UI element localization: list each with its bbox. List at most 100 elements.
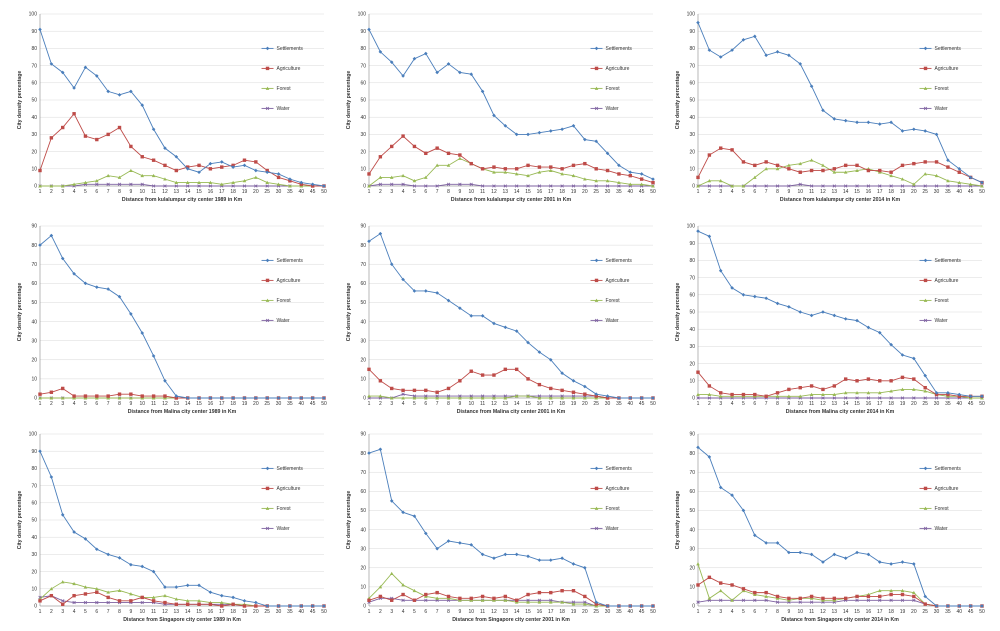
data-point	[980, 394, 984, 399]
data-point	[174, 396, 179, 400]
data-point	[605, 168, 610, 173]
data-point	[594, 466, 599, 471]
data-point	[174, 597, 179, 601]
data-point	[61, 125, 65, 130]
data-point	[469, 543, 474, 547]
x-axis-title: Distance from Singapore city center 2014…	[781, 617, 899, 623]
data-point	[889, 379, 893, 383]
data-point	[265, 106, 270, 111]
data-point	[594, 258, 599, 263]
x-axis-title: Distance from Malina city center 2001 in…	[457, 409, 566, 415]
data-point	[651, 184, 655, 188]
data-point	[458, 379, 462, 383]
data-point	[617, 172, 621, 176]
data-point	[61, 386, 65, 391]
series-agriculture	[367, 134, 655, 185]
data-point	[129, 592, 133, 596]
data-point	[151, 599, 156, 603]
data-point	[151, 158, 156, 162]
data-point	[866, 325, 871, 330]
data-point	[900, 588, 905, 593]
x-tick-label: 12	[820, 401, 826, 407]
x-tick-label: 20	[253, 189, 259, 195]
data-point	[446, 151, 451, 156]
data-point	[809, 313, 814, 318]
data-point	[106, 600, 110, 605]
x-tick-label: 15	[196, 609, 202, 615]
data-point	[389, 571, 394, 575]
data-point	[957, 180, 962, 184]
data-point	[605, 151, 610, 156]
data-point	[322, 396, 326, 400]
x-tick-label: 50	[321, 189, 327, 195]
data-point	[923, 106, 928, 111]
data-point	[208, 602, 213, 606]
legend-label: Agriculture	[277, 278, 301, 284]
data-point	[912, 356, 916, 361]
x-tick-label: 12	[491, 609, 497, 615]
data-point	[594, 602, 598, 606]
data-point	[571, 396, 576, 400]
data-point	[560, 396, 564, 400]
y-tick-label: 60	[31, 81, 37, 87]
x-tick-label: 30	[605, 401, 611, 407]
data-point	[197, 170, 201, 175]
data-point	[900, 592, 905, 597]
x-tick-label: 50	[979, 189, 985, 195]
x-tick-label: 3	[719, 189, 722, 195]
x-tick-label: 7	[765, 609, 768, 615]
data-point	[696, 184, 700, 188]
x-tick-label: 8	[447, 401, 450, 407]
data-point	[900, 177, 905, 181]
data-point	[208, 161, 213, 166]
data-point	[185, 599, 190, 603]
y-tick-label: 10	[360, 585, 366, 591]
y-tick-label: 20	[31, 149, 37, 155]
data-point	[537, 170, 542, 174]
data-point	[571, 124, 576, 128]
x-tick-label: 14	[843, 609, 849, 615]
data-point	[49, 396, 54, 400]
data-point	[594, 139, 598, 144]
y-tick-label: 60	[31, 501, 37, 507]
data-point	[197, 599, 201, 603]
x-tick-label: 30	[605, 189, 611, 195]
legend-label: Forest	[277, 298, 292, 304]
data-point	[389, 396, 394, 400]
series-water	[38, 593, 326, 608]
data-point	[583, 600, 587, 604]
legend: Settlements Agriculture Forest Water	[261, 46, 303, 112]
y-tick-label: 40	[360, 527, 366, 533]
data-point	[514, 367, 519, 372]
data-point	[106, 173, 110, 178]
x-tick-label: 14	[843, 189, 849, 195]
x-tick-label: 1	[697, 401, 700, 407]
x-tick-label: 16	[866, 401, 872, 407]
data-point	[549, 590, 553, 595]
data-point	[117, 588, 122, 592]
data-point	[549, 184, 553, 188]
data-point	[469, 394, 473, 398]
y-tick-label: 20	[31, 357, 37, 363]
y-tick-label: 70	[31, 483, 37, 489]
data-point	[934, 604, 939, 608]
y-tick-label: 70	[360, 63, 366, 69]
data-point	[435, 163, 439, 167]
chart-panel-2: 0 10 20 30 40 50 60 70 80 90 100 1 2 3 4 5 6 7 8 9 10 11 12 13 1…	[341, 8, 659, 208]
data-point	[889, 592, 893, 597]
data-point	[163, 600, 167, 605]
data-point	[514, 172, 519, 176]
data-point	[707, 575, 712, 580]
data-point	[696, 600, 700, 604]
x-tick-label: 10	[139, 189, 145, 195]
data-point	[798, 550, 803, 555]
x-tick-label: 15	[854, 401, 860, 407]
data-point	[446, 182, 451, 186]
data-point	[923, 184, 927, 188]
data-point	[446, 596, 451, 600]
legend-label: Water	[277, 526, 290, 532]
data-point	[877, 391, 882, 395]
data-point	[367, 172, 371, 176]
data-point	[843, 556, 848, 561]
data-point	[775, 184, 780, 188]
